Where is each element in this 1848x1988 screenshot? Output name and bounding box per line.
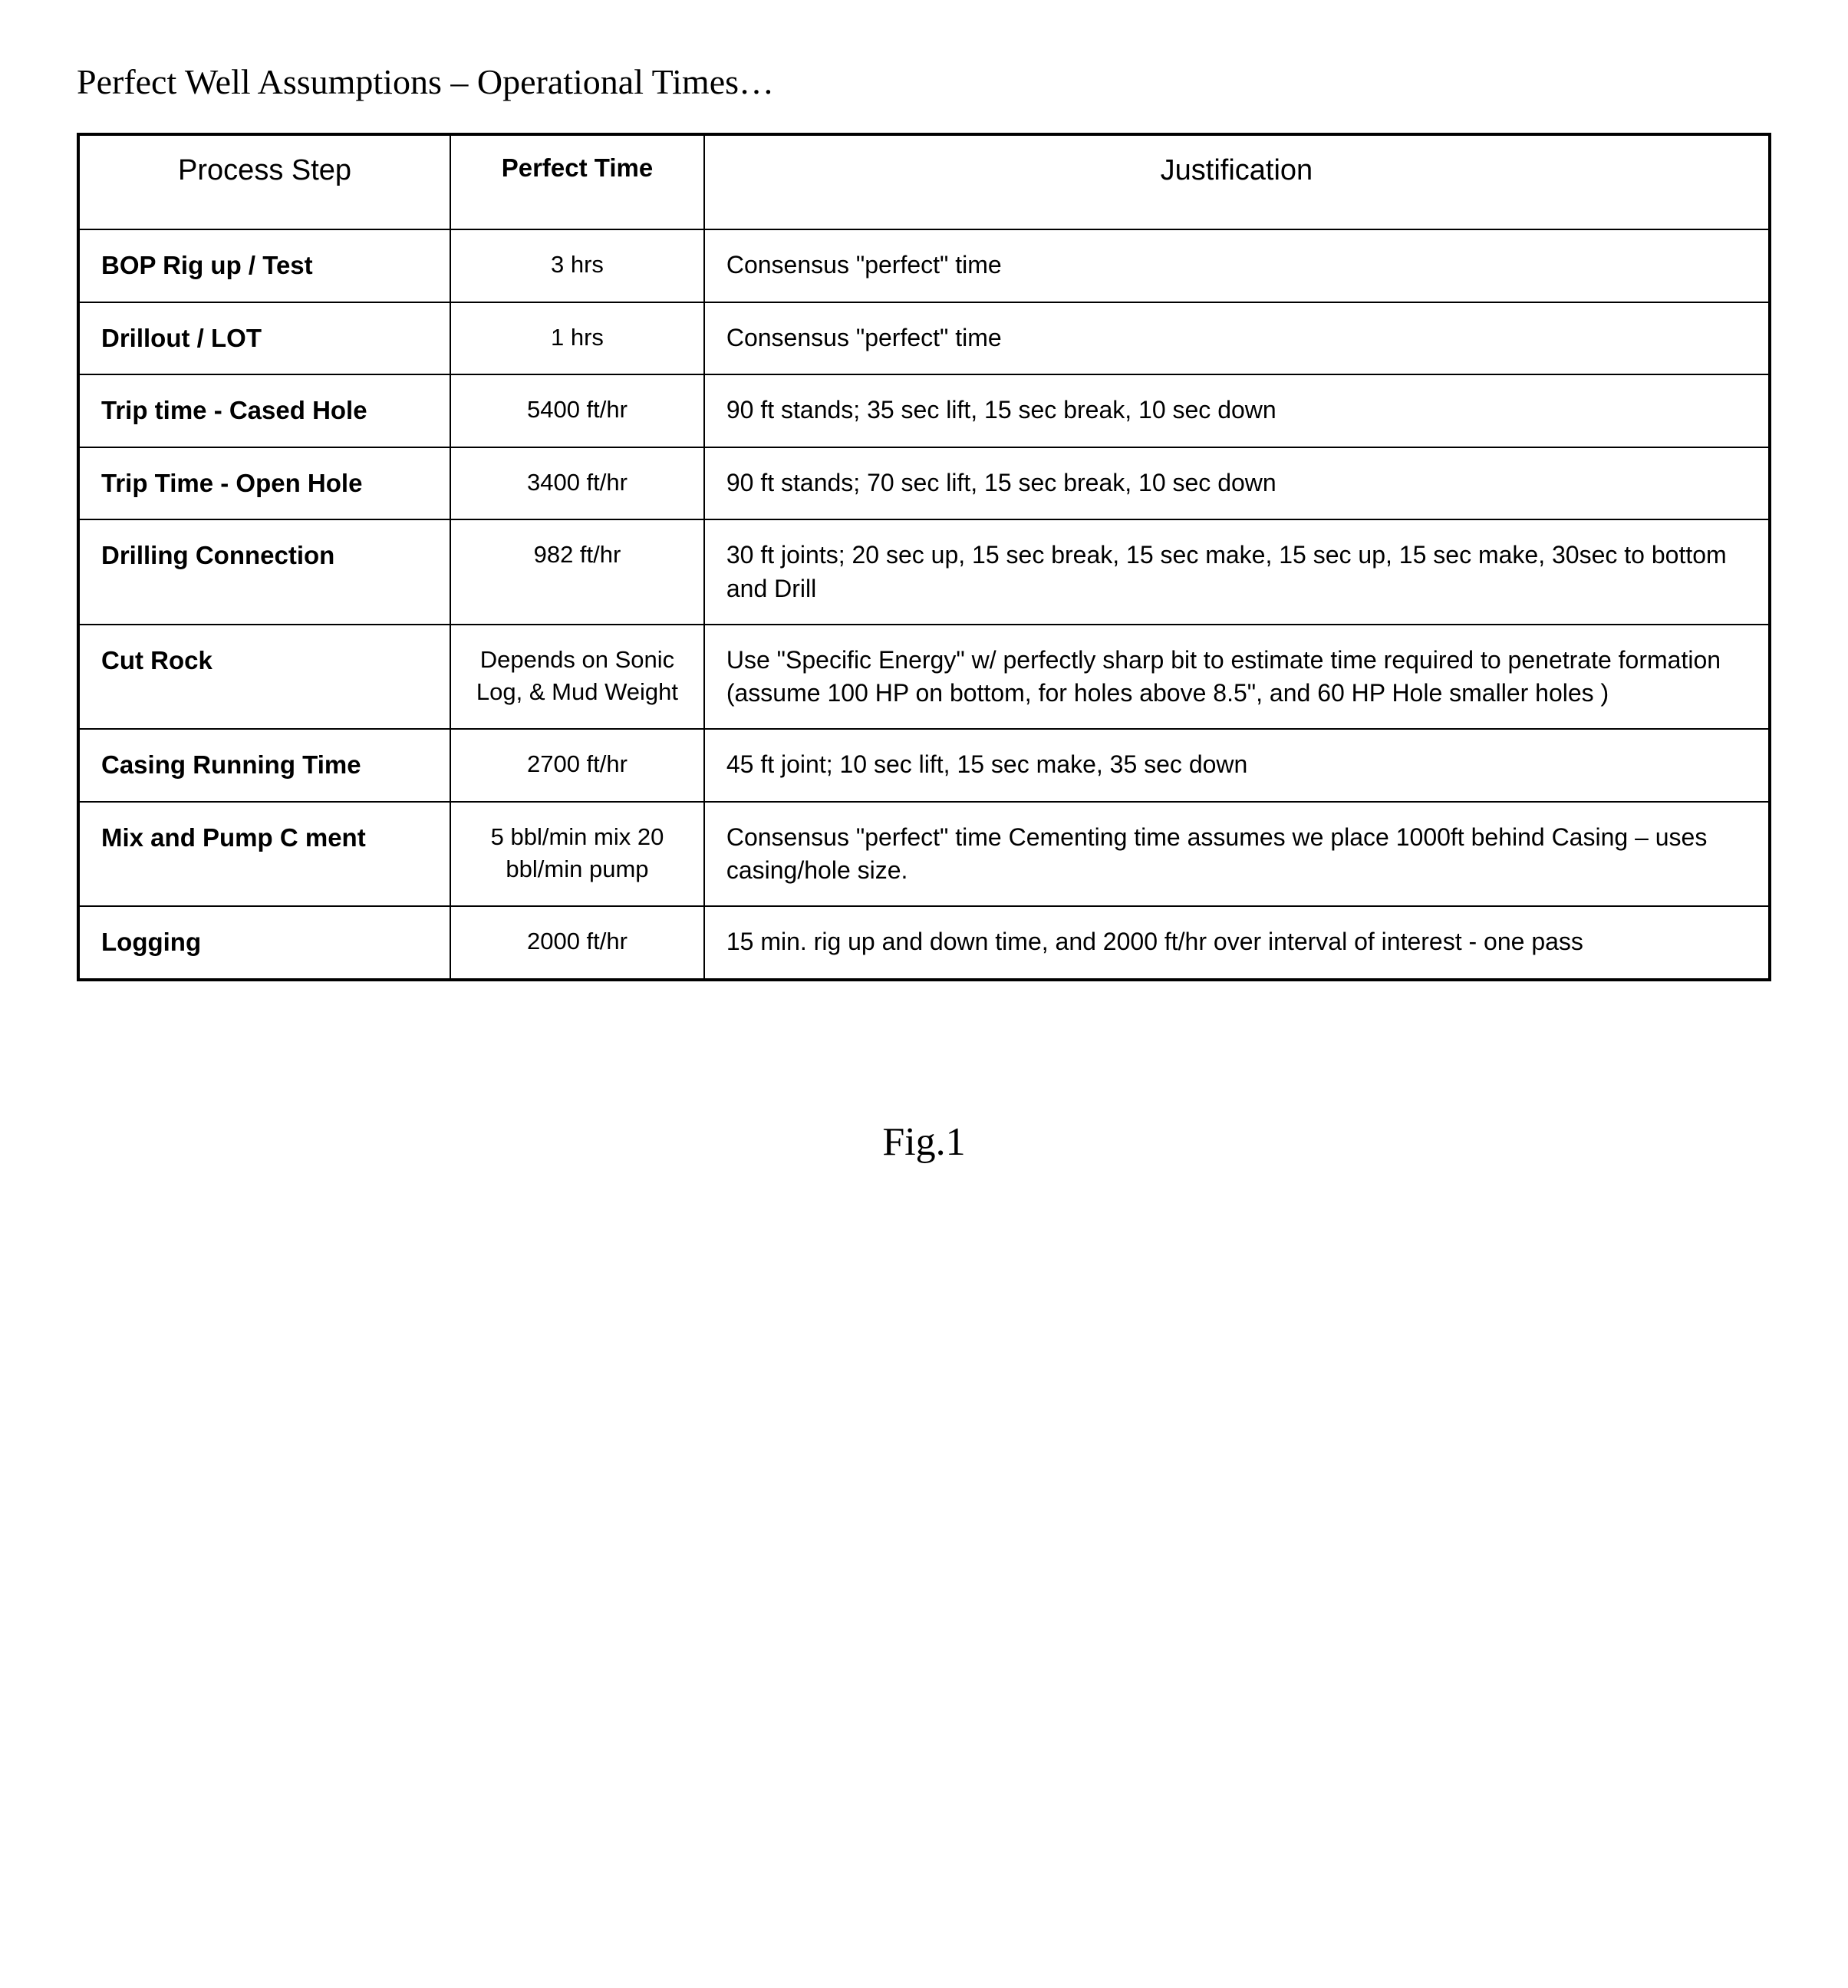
cell-perfect-time: 2700 ft/hr	[450, 729, 704, 802]
cell-process: BOP Rig up / Test	[78, 229, 450, 302]
table-row: Drillout / LOT 1 hrs Consensus "perfect"…	[78, 302, 1770, 375]
page-title: Perfect Well Assumptions – Operational T…	[77, 61, 1771, 102]
cell-perfect-time: Depends on Sonic Log, & Mud Weight	[450, 625, 704, 729]
cell-perfect-time: 5 bbl/min mix 20 bbl/min pump	[450, 802, 704, 906]
assumptions-table: Process Step Perfect Time Justification …	[77, 133, 1771, 981]
cell-justification: 30 ft joints; 20 sec up, 15 sec break, 1…	[704, 519, 1770, 624]
table-row: Cut Rock Depends on Sonic Log, & Mud Wei…	[78, 625, 1770, 729]
cell-process: Logging	[78, 906, 450, 980]
cell-process: Cut Rock	[78, 625, 450, 729]
table-row: Logging 2000 ft/hr 15 min. rig up and do…	[78, 906, 1770, 980]
cell-perfect-time: 1 hrs	[450, 302, 704, 375]
table-row: Trip Time - Open Hole 3400 ft/hr 90 ft s…	[78, 447, 1770, 520]
cell-justification: 45 ft joint; 10 sec lift, 15 sec make, 3…	[704, 729, 1770, 802]
table-row: Drilling Connection 982 ft/hr 30 ft join…	[78, 519, 1770, 624]
cell-justification: Use "Specific Energy" w/ perfectly sharp…	[704, 625, 1770, 729]
cell-justification: 90 ft stands; 70 sec lift, 15 sec break,…	[704, 447, 1770, 520]
table-row: Mix and Pump C ment 5 bbl/min mix 20 bbl…	[78, 802, 1770, 906]
table-row: Casing Running Time 2700 ft/hr 45 ft joi…	[78, 729, 1770, 802]
cell-process: Trip time - Cased Hole	[78, 374, 450, 447]
figure-label: Fig.1	[77, 1119, 1771, 1165]
table-row: BOP Rig up / Test 3 hrs Consensus "perfe…	[78, 229, 1770, 302]
table-row: Trip time - Cased Hole 5400 ft/hr 90 ft …	[78, 374, 1770, 447]
cell-perfect-time: 5400 ft/hr	[450, 374, 704, 447]
cell-perfect-time: 2000 ft/hr	[450, 906, 704, 980]
cell-justification: Consensus "perfect" time Cementing time …	[704, 802, 1770, 906]
cell-process: Casing Running Time	[78, 729, 450, 802]
cell-process: Trip Time - Open Hole	[78, 447, 450, 520]
cell-justification: Consensus "perfect" time	[704, 302, 1770, 375]
col-header-process: Process Step	[78, 134, 450, 229]
cell-process: Drillout / LOT	[78, 302, 450, 375]
cell-justification: 15 min. rig up and down time, and 2000 f…	[704, 906, 1770, 980]
cell-perfect-time: 3400 ft/hr	[450, 447, 704, 520]
cell-process: Mix and Pump C ment	[78, 802, 450, 906]
table-header-row: Process Step Perfect Time Justification	[78, 134, 1770, 229]
cell-justification: Consensus "perfect" time	[704, 229, 1770, 302]
col-header-perfect-time: Perfect Time	[450, 134, 704, 229]
cell-justification: 90 ft stands; 35 sec lift, 15 sec break,…	[704, 374, 1770, 447]
col-header-justification: Justification	[704, 134, 1770, 229]
cell-process: Drilling Connection	[78, 519, 450, 624]
cell-perfect-time: 3 hrs	[450, 229, 704, 302]
cell-perfect-time: 982 ft/hr	[450, 519, 704, 624]
